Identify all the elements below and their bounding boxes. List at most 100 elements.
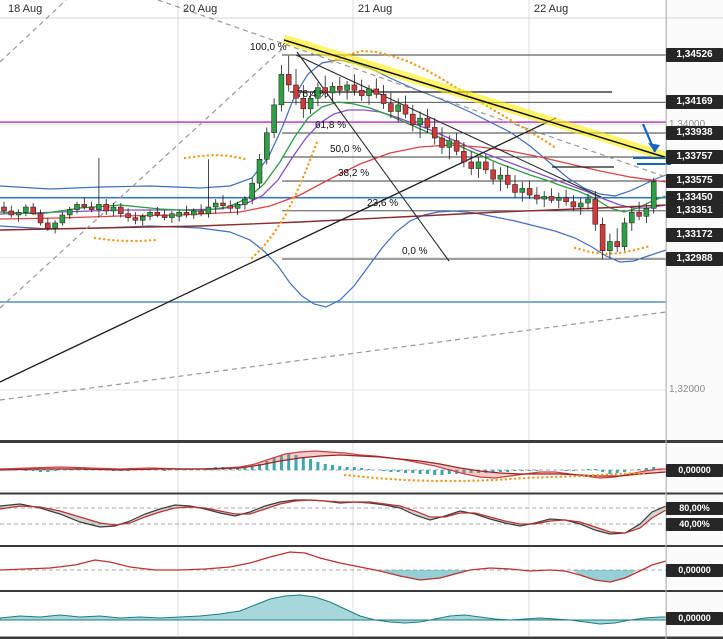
candle-bullish: [205, 206, 212, 214]
macd-histogram-bar: [447, 470, 451, 474]
panel-separator[interactable]: [0, 440, 723, 443]
macd-histogram-bar: [520, 470, 524, 471]
candle-bullish: [395, 104, 401, 112]
macd-histogram-bar: [112, 470, 115, 471]
macd-histogram-bar: [411, 470, 415, 473]
candle-bullish: [344, 84, 350, 91]
stoch-d: [0, 499, 667, 534]
candle-bullish: [249, 182, 255, 200]
panel-separator[interactable]: [0, 545, 723, 547]
candle-bearish: [88, 206, 95, 210]
candle-bearish: [103, 204, 109, 212]
macd-histogram-bar: [433, 470, 437, 475]
candle-bullish: [96, 204, 102, 210]
macd-histogram-bar: [345, 467, 349, 470]
macd-sar-dots: [343, 471, 647, 483]
macd-histogram-bar: [360, 468, 364, 470]
candle-bullish: [15, 212, 22, 216]
momentum-area: [572, 570, 638, 582]
macd-histogram-bar: [163, 470, 167, 471]
candle-bearish: [337, 86, 343, 91]
stoch-k: [0, 499, 667, 535]
ma-darkred: [0, 204, 667, 231]
macd-histogram-bar: [323, 464, 327, 470]
macd-histogram-bar: [272, 458, 276, 470]
candle-bearish: [512, 184, 518, 193]
candle-bearish: [431, 127, 438, 139]
candle-bearish: [483, 161, 489, 171]
macd-histogram-bar: [440, 470, 444, 475]
candle-bullish: [307, 97, 314, 110]
candle-bullish: [366, 88, 372, 96]
candle-bullish: [519, 188, 526, 193]
panel-separator[interactable]: [0, 636, 723, 639]
macd-histogram-bar: [126, 470, 130, 471]
candle-bearish: [373, 88, 380, 95]
candle-bearish: [198, 210, 204, 214]
candle-bearish: [132, 217, 139, 221]
candle-bullish: [264, 132, 270, 160]
candle-bearish: [461, 151, 467, 163]
candle-bearish: [8, 210, 15, 216]
candle-bearish: [183, 212, 190, 216]
macd-histogram-bar: [491, 470, 495, 472]
bollinger-lower: [0, 210, 667, 308]
candle-bearish: [293, 84, 299, 99]
candle-bearish: [570, 201, 577, 208]
candle-bearish: [439, 137, 445, 148]
candle-bullish: [271, 104, 277, 133]
candle-bullish: [607, 241, 613, 252]
macd-histogram-bar: [462, 470, 466, 474]
candle-bullish: [110, 206, 117, 212]
macd-histogram-bar: [469, 470, 473, 473]
candle-bearish: [1, 206, 7, 212]
candle-bearish: [81, 204, 88, 208]
candle-bullish: [643, 208, 650, 217]
candle-bullish: [169, 213, 175, 218]
candle-bullish: [66, 209, 73, 216]
macd-histogram-bar: [258, 464, 261, 470]
candle-bullish: [650, 181, 657, 209]
candle-bullish: [497, 174, 504, 180]
macd-histogram-bar: [53, 470, 57, 471]
macd-histogram-bar: [352, 467, 356, 470]
macd-histogram-bar: [615, 470, 619, 473]
macd-histogram-bar: [652, 467, 656, 470]
dashed-shallow-uptrend: [0, 311, 667, 401]
candle-bearish: [424, 117, 431, 128]
macd-histogram-bar: [46, 470, 50, 472]
candle-bearish: [592, 198, 599, 225]
macd-histogram-bar: [404, 470, 407, 473]
candle-bullish: [23, 206, 29, 213]
candle-bullish: [176, 212, 182, 217]
candle-bearish: [548, 196, 555, 201]
candle-bullish: [315, 87, 321, 99]
candle-bearish: [351, 84, 358, 91]
macd-histogram-bar: [367, 469, 371, 470]
candle-bearish: [220, 202, 226, 206]
macd-signal: [0, 454, 667, 477]
macd-histogram-bar: [338, 466, 342, 470]
panel-separator[interactable]: [0, 590, 723, 592]
candle-bullish: [242, 198, 248, 205]
macd-histogram-bar: [498, 470, 502, 472]
macd-histogram-bar: [265, 461, 269, 470]
candle-bearish: [410, 113, 416, 126]
macd-histogram-bar: [382, 470, 386, 471]
macd-histogram-bar: [236, 468, 240, 470]
candle-bullish: [417, 117, 423, 126]
candle-bearish: [526, 188, 533, 196]
candle-bearish: [358, 90, 365, 96]
candle-bullish: [139, 216, 146, 221]
macd-histogram-bar: [243, 467, 247, 470]
panel-separator[interactable]: [0, 492, 723, 495]
macd-histogram-bar: [593, 469, 597, 470]
candle-bullish: [475, 161, 482, 169]
macd-histogram-bar: [571, 470, 575, 471]
dashed-downtrend-line: [157, 0, 667, 178]
candle-bullish: [74, 204, 80, 210]
macd-histogram-bar: [601, 470, 605, 472]
macd-histogram-bar: [418, 470, 422, 474]
